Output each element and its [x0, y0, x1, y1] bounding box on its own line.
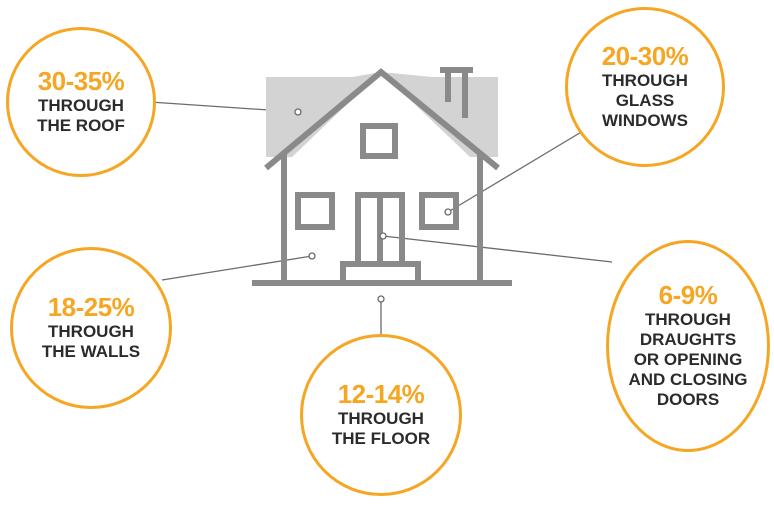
roof-outline	[264, 68, 500, 171]
callout-roof: 30-35% THROUGH THE ROOF	[6, 27, 156, 177]
leader-line-doors	[382, 235, 613, 263]
house-icon	[252, 67, 512, 286]
floor-label: THROUGH THE FLOOR	[331, 409, 431, 448]
windows-label: THROUGH GLASS WINDOWS	[602, 71, 688, 130]
left-window	[295, 192, 335, 230]
windows-percent: 20-30%	[601, 41, 689, 71]
door-step	[340, 261, 421, 283]
attic-window	[360, 123, 398, 159]
roof-shaded-area	[266, 72, 498, 157]
dot-walls	[308, 252, 316, 260]
dot-floor	[377, 295, 385, 303]
doors-percent: 6-9%	[658, 280, 718, 310]
floor-percent: 12-14%	[337, 379, 425, 409]
roof-percent: 30-35%	[37, 66, 125, 96]
doors-label: THROUGH DRAUGHTS OR OPENING AND CLOSING …	[628, 310, 748, 409]
dot-roof	[294, 108, 302, 116]
dot-doors	[379, 232, 387, 240]
dot-windows	[444, 208, 452, 216]
leader-line-windows	[447, 130, 584, 213]
callout-windows: 20-30% THROUGH GLASS WINDOWS	[565, 7, 725, 167]
walls-percent: 18-25%	[47, 292, 135, 322]
roof-label: THROUGH THE ROOF	[37, 96, 125, 135]
callout-walls: 18-25% THROUGH THE WALLS	[10, 247, 172, 409]
walls-label: THROUGH THE WALLS	[41, 322, 141, 361]
callout-doors: 6-9% THROUGH DRAUGHTS OR OPENING AND CLO…	[606, 240, 770, 452]
right-window	[419, 192, 459, 230]
callout-floor: 12-14% THROUGH THE FLOOR	[300, 334, 462, 496]
leader-line-walls	[161, 255, 313, 281]
leader-dots	[294, 108, 452, 303]
